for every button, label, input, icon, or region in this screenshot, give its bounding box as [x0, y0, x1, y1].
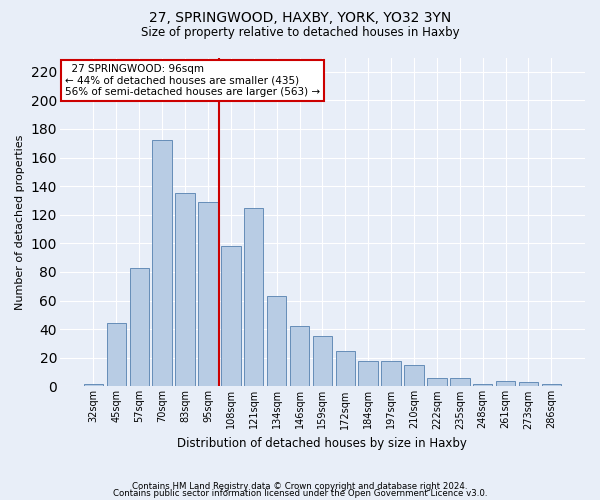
Bar: [358, 360, 378, 386]
Bar: [427, 378, 446, 386]
X-axis label: Distribution of detached houses by size in Haxby: Distribution of detached houses by size …: [178, 437, 467, 450]
Bar: [313, 336, 332, 386]
Bar: [519, 382, 538, 386]
Bar: [107, 324, 126, 386]
Bar: [335, 350, 355, 386]
Bar: [450, 378, 470, 386]
Bar: [175, 194, 195, 386]
Text: Size of property relative to detached houses in Haxby: Size of property relative to detached ho…: [140, 26, 460, 39]
Bar: [473, 384, 493, 386]
Bar: [382, 360, 401, 386]
Bar: [152, 140, 172, 386]
Bar: [496, 380, 515, 386]
Bar: [404, 365, 424, 386]
Y-axis label: Number of detached properties: Number of detached properties: [15, 134, 25, 310]
Text: 27, SPRINGWOOD, HAXBY, YORK, YO32 3YN: 27, SPRINGWOOD, HAXBY, YORK, YO32 3YN: [149, 11, 451, 25]
Bar: [130, 268, 149, 386]
Bar: [267, 296, 286, 386]
Bar: [290, 326, 309, 386]
Text: Contains HM Land Registry data © Crown copyright and database right 2024.: Contains HM Land Registry data © Crown c…: [132, 482, 468, 491]
Text: Contains public sector information licensed under the Open Government Licence v3: Contains public sector information licen…: [113, 489, 487, 498]
Bar: [244, 208, 263, 386]
Bar: [221, 246, 241, 386]
Bar: [542, 384, 561, 386]
Bar: [198, 202, 218, 386]
Text: 27 SPRINGWOOD: 96sqm  
← 44% of detached houses are smaller (435)
56% of semi-de: 27 SPRINGWOOD: 96sqm ← 44% of detached h…: [65, 64, 320, 98]
Bar: [84, 384, 103, 386]
